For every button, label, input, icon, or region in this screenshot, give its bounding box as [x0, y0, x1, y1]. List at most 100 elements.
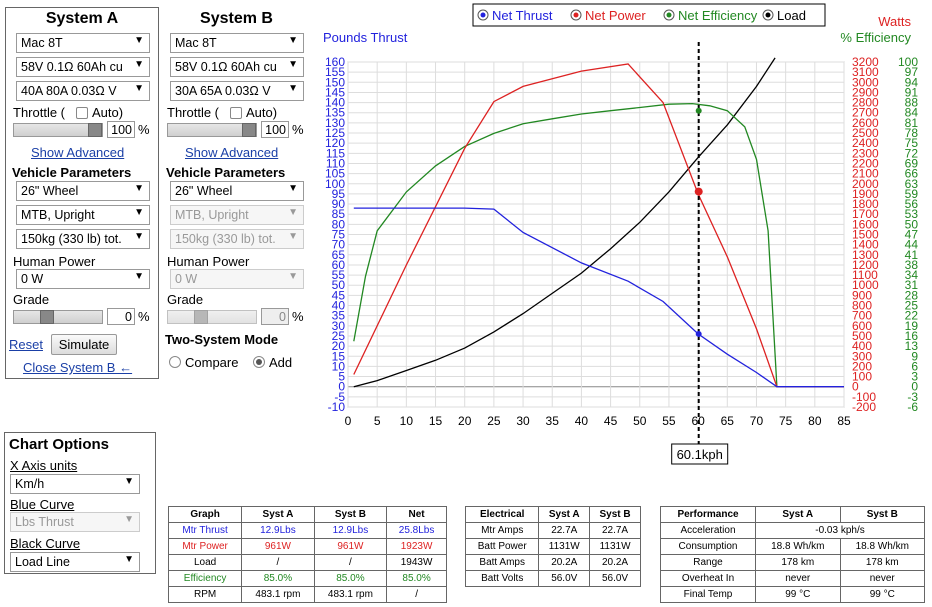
performance-header: Syst B — [839, 506, 925, 523]
efficiency-tick-label: 22 — [905, 309, 919, 323]
thrust-tick-label: 55 — [332, 268, 346, 282]
watts-tick-label: -200 — [852, 400, 876, 414]
blue-curve-label: Blue Curve — [10, 497, 75, 512]
compare-radio[interactable] — [169, 356, 181, 368]
thrust-tick-label: 125 — [325, 126, 345, 140]
electrical-cell: 20.2A — [538, 554, 591, 571]
electrical-cell: Mtr Amps — [464, 522, 540, 539]
battery-select-b[interactable]: 58V 0.1Ω 60Ah cu ▼ — [170, 57, 304, 77]
x-tick-label: 70 — [750, 414, 764, 428]
x-tick-label: 25 — [487, 414, 501, 428]
close-system-b-link[interactable]: Close System B ← — [23, 360, 133, 375]
x-tick-label: 20 — [458, 414, 472, 428]
watts-tick-label: 2600 — [852, 116, 879, 130]
auto-checkbox-b[interactable] — [230, 107, 242, 119]
x-tick-label: 30 — [516, 414, 530, 428]
x-tick-label: 10 — [400, 414, 414, 428]
wheel-select-b[interactable]: 26" Wheel ▼ — [170, 181, 304, 201]
watts-tick-label: 1700 — [852, 207, 879, 221]
human-power-select-a[interactable]: 0 W ▼ — [16, 269, 150, 289]
graph-cell: Efficiency — [167, 570, 243, 587]
reset-link[interactable]: Reset — [9, 337, 43, 352]
electrical-header: Syst B — [589, 506, 641, 523]
efficiency-tick-label: 59 — [905, 187, 919, 201]
show-advanced-link-b[interactable]: Show Advanced — [185, 145, 279, 160]
grade-input-a[interactable]: 0 — [107, 308, 135, 325]
graph-cell: 483.1 rpm — [241, 586, 315, 603]
graph-cell: Load — [167, 554, 243, 571]
throttle-slider-thumb-a[interactable] — [88, 123, 102, 137]
throttle-input-b[interactable]: 100 — [261, 121, 289, 138]
graph-cell: 483.1 rpm — [313, 586, 388, 603]
watts-tick-label: 1900 — [852, 187, 879, 201]
performance-cell: 99 °C — [755, 586, 841, 603]
electrical-cell: 22.7A — [589, 522, 641, 539]
efficiency-tick-label: 0 — [911, 380, 918, 394]
motor-select-b[interactable]: Mac 8T ▼ — [170, 33, 304, 53]
thrust-tick-label: 50 — [332, 278, 346, 292]
thrust-tick-label: 30 — [332, 319, 346, 333]
human-power-select-b: 0 W ▼ — [170, 269, 304, 289]
legend-item: Net Efficiency — [678, 8, 758, 23]
watts-tick-label: 2900 — [852, 85, 879, 99]
auto-checkbox-a[interactable] — [76, 107, 88, 119]
x-tick-label: 40 — [575, 414, 589, 428]
weight-select-a[interactable]: 150kg (330 lb) tot. ▼ — [16, 229, 150, 249]
wheel-select-a[interactable]: 26" Wheel ▼ — [16, 181, 150, 201]
show-advanced-link-a[interactable]: Show Advanced — [31, 145, 125, 160]
watts-axis-label: Watts — [878, 14, 911, 29]
simulation-chart[interactable]: Net Thrust Net Power Net Efficiency Load Po… — [318, 0, 930, 470]
x-axis-units-select[interactable]: Km/h ▼ — [10, 474, 140, 494]
legend-item: Net Power — [585, 8, 646, 23]
percent-label: % — [138, 309, 150, 324]
performance-cell: never — [755, 570, 841, 587]
speed-cursor[interactable]: 60.1kph — [671, 42, 729, 465]
thrust-tick-label: 95 — [332, 187, 346, 201]
table-row: Mtr Thrust 12.9Lbs 12.9Lbs 25.8Lbs — [167, 522, 447, 539]
electrical-cell: 22.7A — [538, 522, 591, 539]
efficiency-tick-label: 72 — [905, 146, 919, 160]
table-row: Batt Volts 56.0V 56.0V — [464, 570, 641, 587]
throttle-slider-a[interactable] — [13, 123, 103, 137]
grade-slider-a[interactable] — [13, 310, 103, 324]
efficiency-tick-label: 16 — [905, 329, 919, 343]
throttle-slider-b[interactable] — [167, 123, 257, 137]
electrical-header: Syst A — [538, 506, 591, 523]
thrust-tick-label: 115 — [326, 146, 345, 160]
controller-select-a[interactable]: 40A 80A 0.03Ω V ▼ — [16, 81, 150, 101]
simulate-button[interactable]: Simulate — [51, 334, 117, 355]
table-row: Mtr Power 961W 961W 1923W — [167, 538, 447, 555]
performance-cell: 178 km — [755, 554, 841, 571]
battery-select-a[interactable]: 58V 0.1Ω 60Ah cu ▼ — [16, 57, 150, 77]
performance-cell: Final Temp — [659, 586, 757, 603]
chevron-down-icon: ▼ — [124, 476, 134, 487]
riding-select-a[interactable]: MTB, Upright ▼ — [16, 205, 150, 225]
table-row: Consumption 18.8 Wh/km 18.8 Wh/km — [659, 538, 925, 555]
watts-tick-label: 1000 — [852, 278, 879, 292]
grade-slider-thumb-b — [193, 310, 208, 324]
human-power-label-b: Human Power — [167, 254, 250, 269]
efficiency-tick-label: 100 — [898, 55, 918, 69]
system-b-panel: System B Mac 8T ▼ 58V 0.1Ω 60Ah cu ▼ 30A 6… — [160, 7, 314, 379]
throttle-slider-thumb-b[interactable] — [242, 123, 256, 137]
throttle-input-a[interactable]: 100 — [107, 121, 135, 138]
thrust-tick-label: 155 — [325, 65, 345, 79]
watts-tick-label: 2300 — [852, 146, 879, 160]
watts-tick-label: 2000 — [852, 177, 879, 191]
power-marker — [694, 187, 703, 196]
add-radio[interactable] — [253, 356, 265, 368]
thrust-line — [353, 207, 844, 388]
performance-cell: 99 °C — [839, 586, 925, 603]
x-tick-label: 65 — [721, 414, 735, 428]
black-curve-select[interactable]: Load Line ▼ — [10, 552, 140, 572]
controller-select-b[interactable]: 30A 65A 0.03Ω V ▼ — [170, 81, 304, 101]
legend-item: Net Thrust — [492, 8, 553, 23]
motor-select-a[interactable]: Mac 8T ▼ — [16, 33, 150, 53]
efficiency-tick-label: -3 — [907, 390, 918, 404]
electrical-cell: 56.0V — [538, 570, 591, 587]
auto-label-a: Auto) — [92, 105, 124, 120]
table-row: Load //1943W — [167, 554, 447, 571]
graph-cell: Mtr Power — [167, 538, 243, 555]
watts-tick-label: 200 — [852, 359, 872, 373]
grade-slider-thumb-a[interactable] — [39, 310, 54, 324]
